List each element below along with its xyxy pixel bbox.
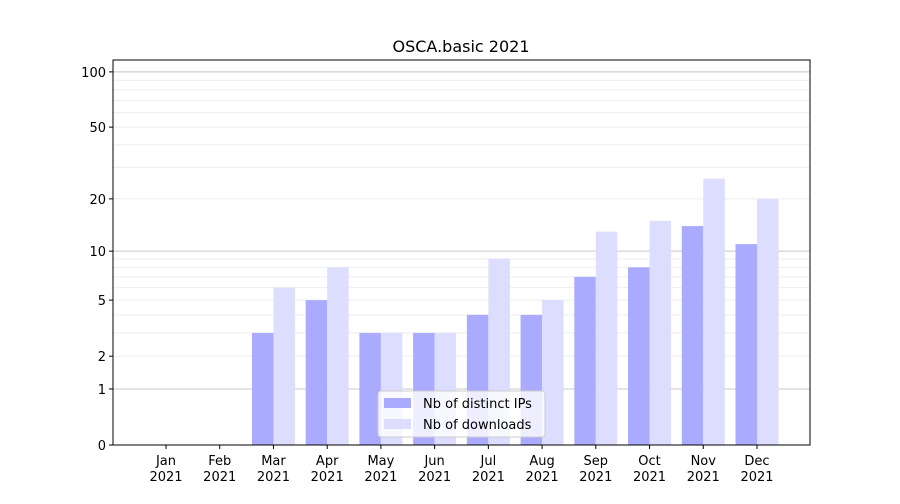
legend: Nb of distinct IPs Nb of downloads: [377, 390, 546, 438]
y-tick-label: 1: [98, 383, 106, 398]
y-tick-label: 50: [89, 121, 106, 136]
x-tick-label: 2021: [418, 470, 451, 485]
x-tick-label: Aug: [529, 454, 554, 469]
bar-downloads: [542, 300, 564, 445]
bar-downloads: [757, 198, 779, 445]
x-tick-label: 2021: [149, 470, 182, 485]
y-tick-label: 5: [98, 294, 106, 309]
bar-downloads: [703, 178, 725, 446]
y-tick-label: 0: [98, 439, 106, 454]
x-tick-label: Sep: [584, 454, 609, 469]
x-tick-label: 2021: [257, 470, 290, 485]
x-tick-label: 2021: [740, 470, 773, 485]
y-axis: 0 1 2 5 10 20 50 100: [81, 66, 113, 454]
bar-downloads: [595, 231, 618, 445]
x-tick-label: 2021: [687, 470, 720, 485]
bar-distinct-ips: [359, 332, 381, 445]
x-tick-label: Dec: [744, 454, 769, 469]
bar-downloads: [327, 267, 349, 445]
x-tick-label: 2021: [203, 470, 236, 485]
x-tick-label: May: [367, 454, 394, 469]
bar-downloads: [273, 287, 295, 445]
bars: [251, 178, 779, 446]
bar-distinct-ips: [735, 244, 757, 445]
bar-distinct-ips: [305, 300, 328, 445]
y-tick-label: 2: [98, 350, 106, 365]
x-tick-label: Feb: [208, 454, 231, 469]
legend-label-ips: Nb of distinct IPs: [423, 397, 532, 412]
x-tick-label: Apr: [316, 454, 339, 469]
x-tick-label: 2021: [364, 470, 397, 485]
grid-lines: [113, 71, 810, 390]
y-tick-label: 20: [89, 193, 106, 208]
plot-frame: [112, 59, 811, 446]
x-tick-label: Jan: [155, 454, 176, 469]
x-tick-label: 2021: [633, 470, 666, 485]
legend-box: [377, 390, 546, 438]
x-tick-label: 2021: [311, 470, 344, 485]
bar-distinct-ips: [251, 332, 274, 445]
x-tick-label: 2021: [472, 470, 505, 485]
bar-distinct-ips: [628, 267, 650, 445]
chart-title: OSCA.basic 2021: [392, 37, 529, 56]
x-tick-label: Jul: [480, 454, 497, 469]
y-tick-label: 100: [81, 66, 106, 81]
bar-downloads: [649, 220, 672, 445]
legend-swatch-ips: [384, 398, 411, 408]
x-axis: Jan2021Feb2021Mar2021Apr2021May2021Jun20…: [149, 445, 774, 485]
bar-distinct-ips: [681, 226, 704, 445]
x-tick-label: Mar: [261, 454, 286, 469]
legend-label-downloads: Nb of downloads: [423, 418, 532, 433]
bar-distinct-ips: [574, 276, 596, 445]
x-tick-label: 2021: [526, 470, 559, 485]
y-tick-label: 10: [89, 245, 106, 260]
x-tick-label: Nov: [691, 454, 717, 469]
x-tick-label: 2021: [579, 470, 612, 485]
legend-swatch-downloads: [384, 419, 411, 429]
x-tick-label: Jun: [423, 454, 444, 469]
x-tick-label: Oct: [638, 454, 660, 469]
